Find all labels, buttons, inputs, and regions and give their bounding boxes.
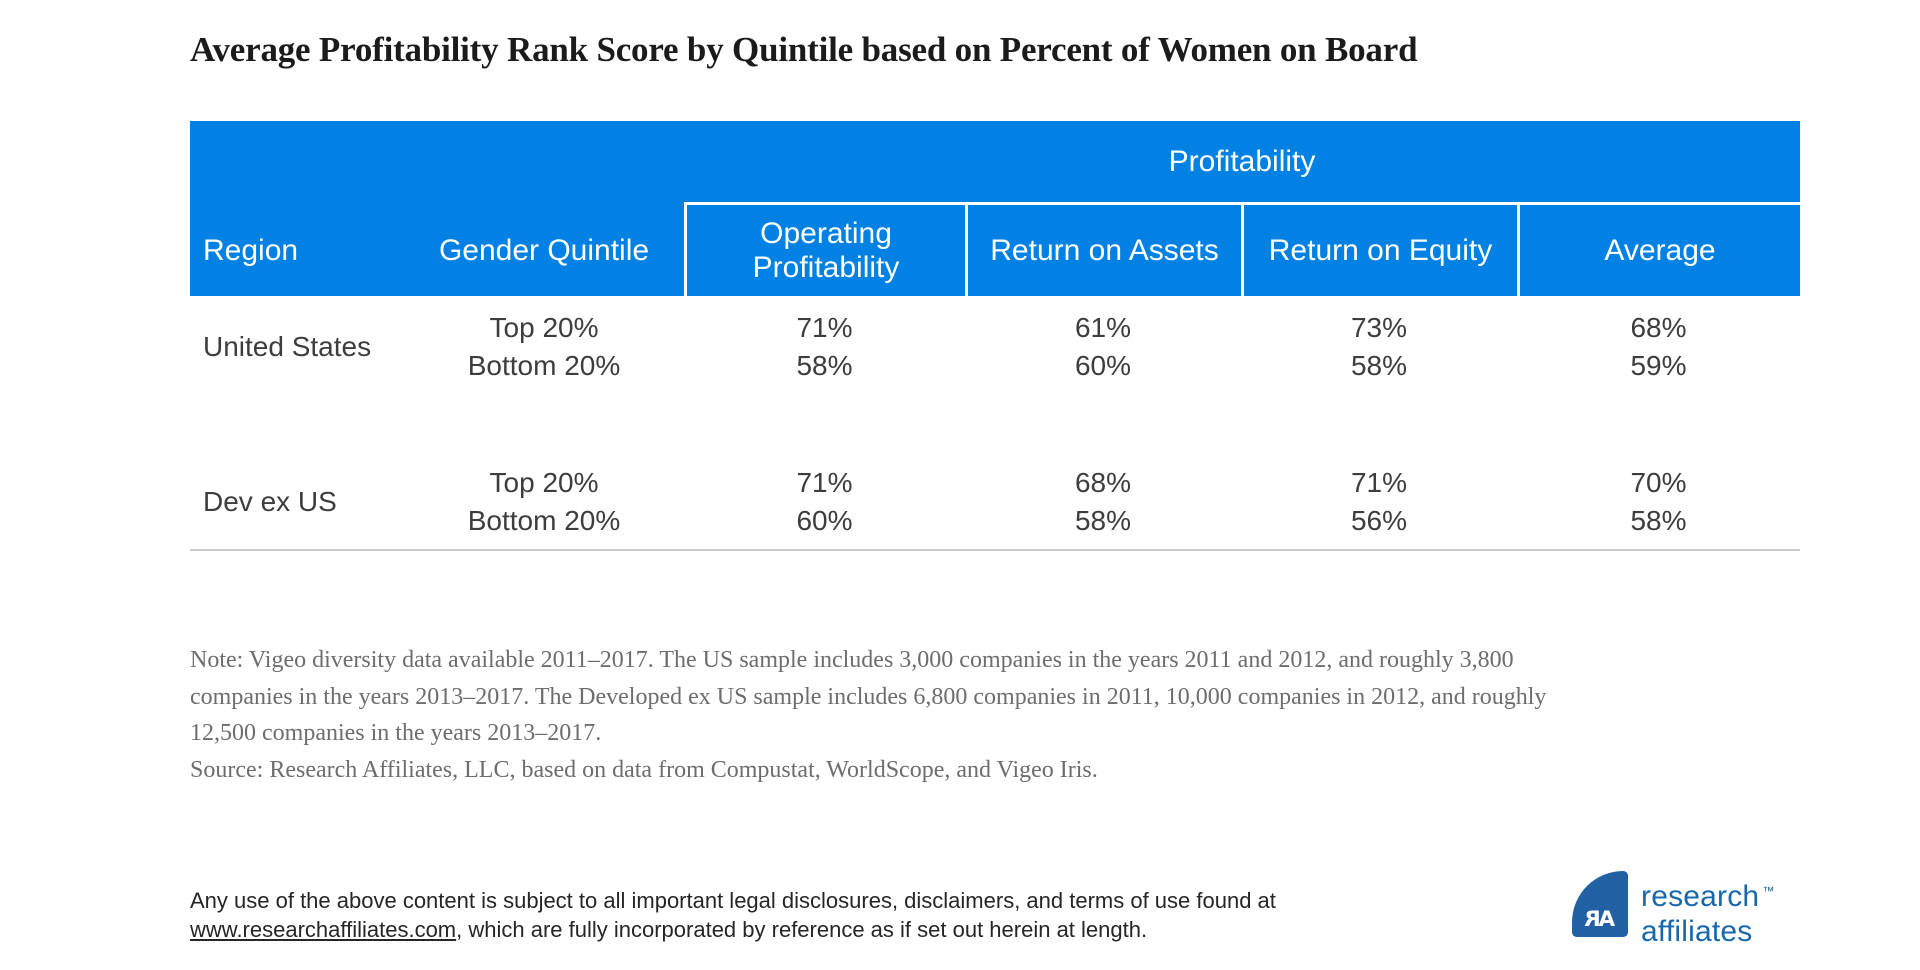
note-line: Note: Vigeo diversity data available 201… [190,647,1514,673]
value-cell: 56% [1350,505,1408,536]
value-cell: 58% [1074,505,1132,536]
column-header-average: Average [1517,205,1800,296]
value-cell: 61% [1074,312,1132,343]
note-line: 12,500 companies in the years 2013–2017. [190,720,602,746]
logo-word-research: research [1641,880,1760,913]
value-cell: 70% [1630,467,1687,498]
column-header-return-on-assets: Return on Assets [965,205,1241,296]
profitability-table: Profitability Region Gender Quintile Ope… [190,121,1800,551]
value-cell: 59% [1630,350,1687,381]
trademark-symbol: ™ [1762,884,1775,898]
researchaffiliates-link[interactable]: www.researchaffiliates.com [190,917,457,942]
value-cell: 58% [1630,505,1687,536]
value-cell: 71% [796,467,853,498]
source-line: Source: Research Affiliates, LLC, based … [190,756,1098,783]
table-bottom-rule [190,549,1800,551]
quintile-label: Bottom 20% [467,350,621,381]
value-cell: 71% [1350,467,1408,498]
value-cell: 60% [1074,350,1132,381]
value-cell: 71% [796,312,853,343]
quintile-label: Top 20% [489,467,599,498]
value-cell: 68% [1074,467,1132,498]
group-header-spacer [190,121,684,205]
note-block: Note: Vigeo diversity data available 201… [190,642,1750,788]
column-header-operating-profitability: Operating Profitability [684,205,965,296]
column-header-gender-quintile: Gender Quintile [438,233,650,267]
table-column-header-row: Region Gender Quintile Operating Profita… [190,205,1800,296]
ra-monogram-icon: R A [1572,871,1628,937]
logo-word-affiliates: affiliates [1641,915,1753,948]
monogram-letter-r: R [1584,907,1601,930]
column-header-region: Region [203,233,299,267]
group-header-profitability: Profitability [684,121,1800,205]
page-title: Average Profitability Rank Score by Quin… [190,30,1418,69]
region-label: Dev ex US [203,486,337,517]
monogram-letter-a: A [1598,907,1615,930]
disclaimer-line-2: www.researchaffiliates.com, which are fu… [190,915,1410,944]
logo-wordmark: research ™ affiliates [1641,882,1775,947]
table-group-header-row: Profitability [190,121,1800,205]
value-cell: 73% [1350,312,1408,343]
value-cell: 68% [1630,312,1687,343]
note-line: companies in the years 2013–2017. The De… [190,683,1547,710]
research-affiliates-logo: R A research ™ affiliates [1572,871,1775,947]
legal-disclaimer: Any use of the above content is subject … [190,886,1410,944]
quintile-label: Bottom 20% [467,505,621,536]
disclaimer-line-1: Any use of the above content is subject … [190,888,1276,913]
column-header-return-on-equity: Return on Equity [1241,205,1517,296]
value-cell: 58% [1350,350,1408,381]
quintile-label: Top 20% [489,312,599,343]
region-label: United States [203,331,372,362]
table-row-united-states: United States Top 20% 71% 61% 73% 68% Bo… [190,309,1800,385]
disclaimer-line-2-rest: , which are fully incorporated by refere… [456,917,1148,942]
table-row-dev-ex-us: Dev ex US Top 20% 71% 68% 71% 70% Bottom… [190,464,1800,540]
value-cell: 58% [796,350,853,381]
value-cell: 60% [796,505,853,536]
